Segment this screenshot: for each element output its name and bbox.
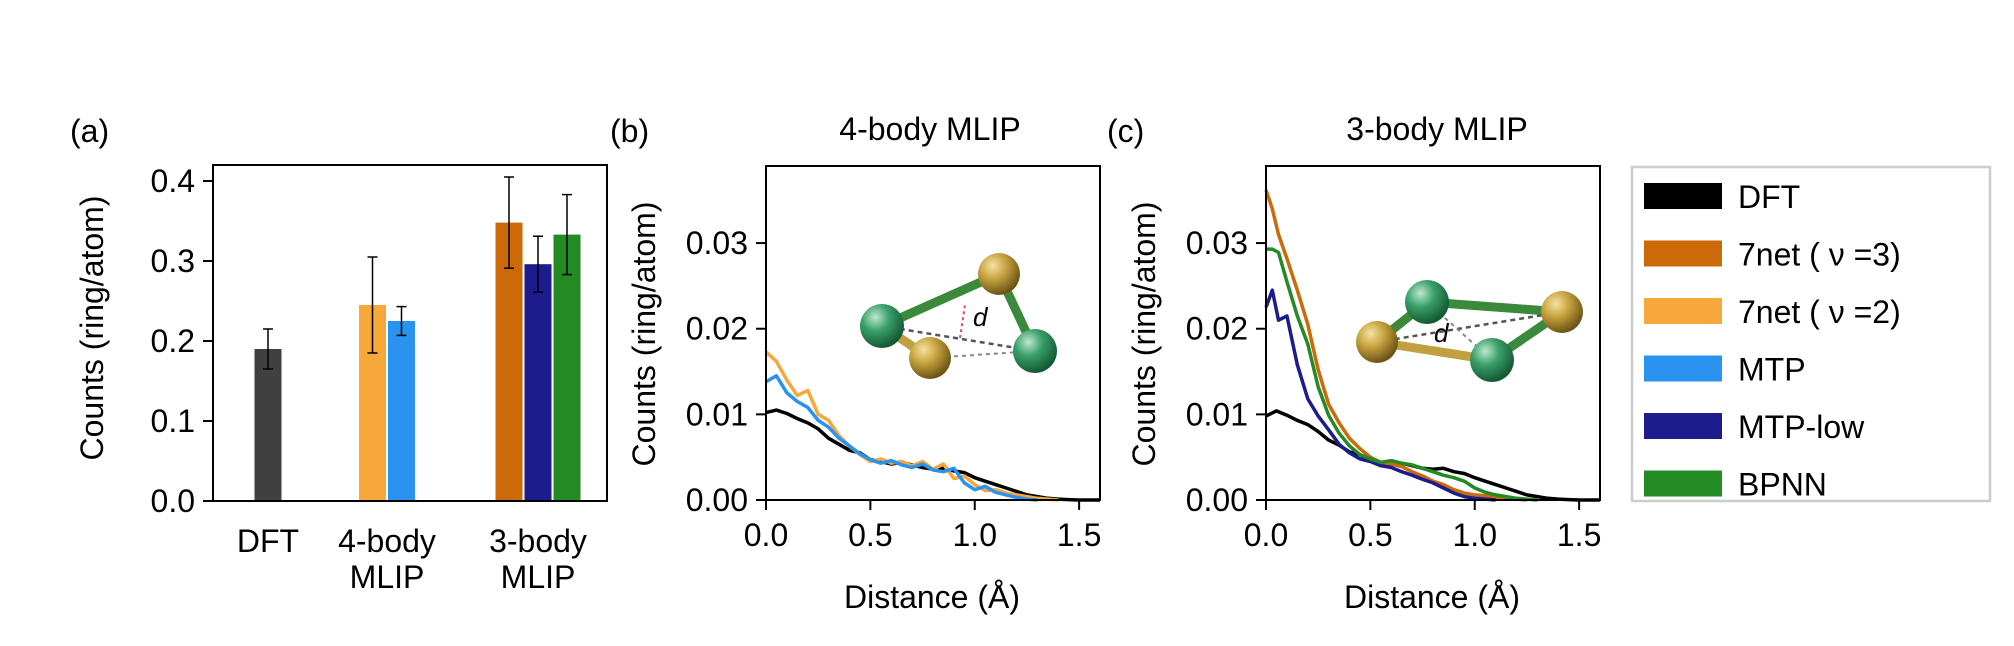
legend-items: DFT 7net ( ν =3) 7net ( ν =2) MTP MTP-low BPN… — [1644, 179, 1901, 503]
axes-frame-b — [765, 165, 1101, 501]
ticks-b: 0.00 0.01 0.02 0.03 0.0 0.5 1.0 1.5 — [686, 225, 1102, 553]
series-line — [765, 408, 1100, 502]
legend-label: 7net ( ν =3) — [1738, 237, 1901, 273]
panel-label-a: (a) — [70, 113, 109, 149]
xtick-label: 1.5 — [1057, 517, 1101, 553]
legend-label: MTP — [1738, 352, 1806, 388]
green-atom — [1405, 280, 1449, 324]
series-line — [1264, 288, 1496, 502]
series-line — [1266, 247, 1538, 502]
ticks-c: 0.00 0.01 0.02 0.03 0.0 0.5 1.0 1.5 — [1186, 225, 1602, 553]
xtick-label: 1.0 — [953, 517, 997, 553]
bar — [524, 264, 552, 501]
series-line — [1264, 189, 1528, 502]
series-line — [1265, 409, 1600, 502]
category-label: 3-body — [489, 523, 587, 559]
axes-frame-c — [1265, 165, 1601, 501]
gold-atom — [909, 337, 951, 379]
green-atom — [1470, 338, 1514, 382]
ytick-label-a: 0.0 — [151, 483, 195, 519]
gold-atom — [978, 253, 1020, 295]
bar — [495, 222, 523, 501]
green-atom — [860, 304, 904, 348]
ytick-label-a: 0.1 — [151, 403, 195, 439]
ytick-label: 0.00 — [1186, 482, 1248, 518]
gold-atom — [1541, 291, 1583, 333]
legend-label: DFT — [1738, 179, 1800, 215]
ylabel-c: Counts (ring/atom) — [1126, 202, 1162, 467]
legend-swatch — [1644, 183, 1722, 209]
xtick-label: 0.5 — [1348, 517, 1392, 553]
xlabel-b: Distance (Å) — [844, 579, 1020, 615]
xtick-label: 1.0 — [1453, 517, 1497, 553]
ytick-label: 0.00 — [686, 482, 748, 518]
bars-a — [254, 176, 581, 501]
xtick-label: 1.5 — [1557, 517, 1601, 553]
legend-swatch — [1644, 298, 1722, 324]
legend-label: BPNN — [1738, 467, 1827, 503]
ytick-label: 0.03 — [1186, 225, 1248, 261]
ytick-label: 0.03 — [686, 225, 748, 261]
lines-b — [764, 350, 1100, 502]
panel-label-b: (b) — [610, 113, 649, 149]
gold-atom — [1356, 321, 1398, 363]
legend-swatch — [1644, 470, 1722, 497]
axes-frame-a — [212, 164, 608, 502]
series-line — [765, 374, 1038, 502]
xlabel-c: Distance (Å) — [1344, 579, 1520, 615]
legend: DFT 7net ( ν =3) 7net ( ν =2) MTP MTP-low BPN… — [1630, 165, 1992, 503]
panel-label-c: (c) — [1107, 113, 1144, 149]
category-label: MLIP — [350, 559, 425, 595]
ylabel-a: Counts (ring/atom) — [74, 196, 110, 461]
panel-a: (a) Counts (ring/atom) 0.0 0.1 0.2 0.3 0.4 D… — [70, 113, 608, 595]
inset-d-label-c: d — [1434, 318, 1450, 348]
inset-molecule-c: d — [1356, 280, 1583, 382]
ytick-label: 0.02 — [1186, 311, 1248, 347]
legend-frame — [1630, 165, 1992, 503]
ytick-label-a: 0.3 — [151, 243, 195, 279]
ytick-label: 0.01 — [686, 396, 748, 432]
legend-label: 7net ( ν =2) — [1738, 294, 1901, 330]
legend-swatch — [1644, 355, 1722, 382]
panel-b: (b) 4-body MLIP Counts (ring/atom) Dista… — [610, 111, 1101, 615]
bar — [553, 234, 581, 501]
green-atom — [1013, 329, 1057, 373]
ytick-label: 0.02 — [686, 311, 748, 347]
inset-d-label-b: d — [973, 302, 989, 332]
ylabel-b: Counts (ring/atom) — [626, 202, 662, 467]
xtick-label: 0.0 — [744, 517, 788, 553]
bar — [388, 321, 415, 501]
ytick-label-a: 0.2 — [151, 323, 195, 359]
legend-swatch — [1644, 413, 1722, 439]
inset-molecule-b: d — [860, 253, 1057, 379]
panel-c: (c) 3-body MLIP Counts (ring/atom) Dista… — [1107, 111, 1601, 615]
ytick-label-a: 0.4 — [151, 163, 195, 199]
category-label: MLIP — [501, 559, 576, 595]
title-c: 3-body MLIP — [1346, 111, 1527, 147]
xtick-label: 0.0 — [1244, 517, 1288, 553]
yticks-a: 0.0 0.1 0.2 0.3 0.4 — [151, 163, 213, 519]
bar — [254, 349, 282, 501]
legend-swatch — [1644, 240, 1722, 267]
ytick-label: 0.01 — [1186, 396, 1248, 432]
xtick-label: 0.5 — [848, 517, 892, 553]
category-label: DFT — [237, 523, 299, 559]
lines-c — [1264, 189, 1600, 502]
category-label: 4-body — [338, 523, 436, 559]
title-b: 4-body MLIP — [839, 111, 1020, 147]
legend-label: MTP-low — [1738, 409, 1865, 445]
